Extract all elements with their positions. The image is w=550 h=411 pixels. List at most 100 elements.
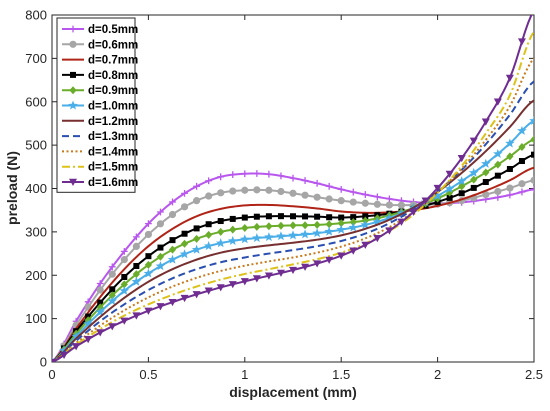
data-point-square <box>145 253 152 260</box>
legend-label: d=0.9mm <box>88 85 138 97</box>
data-point-star <box>336 224 346 234</box>
data-point-star <box>131 276 142 286</box>
legend-item: d=1.4mm <box>62 146 138 158</box>
data-point-diamond <box>446 188 454 197</box>
data-point-plus <box>313 179 321 187</box>
data-point-plus <box>108 263 116 271</box>
data-point-triangle <box>69 178 77 186</box>
series-line <box>52 166 534 362</box>
data-point-triangle <box>96 329 105 337</box>
data-point-plus <box>132 233 140 241</box>
data-point-circle <box>69 40 77 48</box>
data-point-square <box>302 213 309 220</box>
y-tick-label: 800 <box>25 8 47 23</box>
data-point-triangle <box>385 227 394 235</box>
data-point-square <box>109 286 116 293</box>
data-point-diamond <box>180 239 189 248</box>
data-point-circle <box>241 186 249 194</box>
data-point-star <box>179 249 190 259</box>
data-point-diamond <box>325 220 333 229</box>
data-point-star <box>264 232 274 242</box>
data-point-star <box>288 230 298 240</box>
data-point-triangle <box>373 235 382 243</box>
data-point-plus <box>157 208 164 216</box>
x-axis-label: displacement (mm) <box>229 384 357 400</box>
data-point-circle <box>217 189 225 197</box>
data-point-plus <box>253 170 261 177</box>
data-point-square <box>482 178 489 185</box>
data-point-circle <box>518 180 526 188</box>
data-point-triangle <box>240 278 249 286</box>
data-point-triangle <box>216 284 225 292</box>
data-point-plus <box>494 193 502 201</box>
data-point-triangle <box>530 7 538 14</box>
series-d=1.5mm <box>52 30 534 362</box>
data-point-diamond <box>265 222 273 231</box>
data-point-circle <box>253 186 261 194</box>
x-tick-label: 1.5 <box>332 367 350 382</box>
legend-label: d=1.2mm <box>88 116 138 128</box>
data-point-triangle <box>325 256 334 264</box>
data-point-plus <box>181 189 188 197</box>
data-point-star <box>227 235 238 245</box>
data-point-triangle <box>409 208 418 216</box>
series-d=0.7mm <box>52 166 534 362</box>
data-point-star <box>372 216 383 226</box>
data-point-square <box>205 221 212 228</box>
legend-label: d=0.7mm <box>88 55 138 67</box>
data-point-diamond <box>301 221 309 230</box>
data-point-star <box>83 318 93 329</box>
legend-label: d=0.8mm <box>88 70 138 82</box>
data-point-triangle <box>361 241 370 249</box>
data-point-star <box>300 229 310 239</box>
x-tick-label: 1 <box>241 367 248 382</box>
legend-label: d=1.3mm <box>88 131 138 143</box>
data-point-triangle <box>276 269 285 277</box>
data-point-square <box>193 225 200 232</box>
data-point-star <box>348 222 359 232</box>
data-point-triangle <box>264 272 273 280</box>
data-point-star <box>432 190 443 200</box>
legend-item: d=0.6mm <box>62 39 138 51</box>
data-point-circle <box>144 230 152 239</box>
data-point-triangle <box>168 298 177 307</box>
data-point-square <box>326 214 333 221</box>
data-point-diamond <box>144 260 152 269</box>
data-point-diamond <box>132 270 140 279</box>
data-point-circle <box>265 186 273 194</box>
data-point-diamond <box>349 218 357 227</box>
data-point-square <box>518 158 525 165</box>
data-point-triangle <box>192 291 201 299</box>
legend-label: d=1.0mm <box>88 101 138 113</box>
x-tick-label: 0.5 <box>139 367 157 382</box>
data-point-star <box>529 115 534 125</box>
data-point-star <box>444 183 455 193</box>
data-point-plus <box>386 195 393 203</box>
data-point-triangle <box>397 218 406 226</box>
legend-item: d=0.9mm <box>62 85 138 97</box>
data-point-circle <box>361 199 369 207</box>
data-point-triangle <box>108 323 117 331</box>
data-point-triangle <box>505 74 514 82</box>
data-point-star <box>252 233 262 243</box>
data-point-square <box>458 190 465 197</box>
data-point-diamond <box>69 86 77 95</box>
data-point-plus <box>337 185 345 193</box>
y-axis-label: preload (N) <box>4 151 20 225</box>
y-tick-label: 700 <box>25 51 47 66</box>
data-point-star <box>155 261 166 271</box>
data-point-star <box>396 208 407 218</box>
x-tick-label: 0 <box>48 367 55 382</box>
data-point-triangle <box>72 343 81 351</box>
data-point-diamond <box>289 221 297 230</box>
data-point-circle <box>494 187 502 196</box>
data-point-triangle <box>180 294 189 303</box>
data-point-plus <box>265 170 273 178</box>
data-point-triangle <box>337 252 346 260</box>
data-point-square <box>253 213 260 220</box>
data-point-circle <box>373 200 381 208</box>
data-point-triangle <box>517 38 526 46</box>
data-point-square <box>362 213 369 220</box>
legend-item: d=0.7mm <box>62 55 138 67</box>
